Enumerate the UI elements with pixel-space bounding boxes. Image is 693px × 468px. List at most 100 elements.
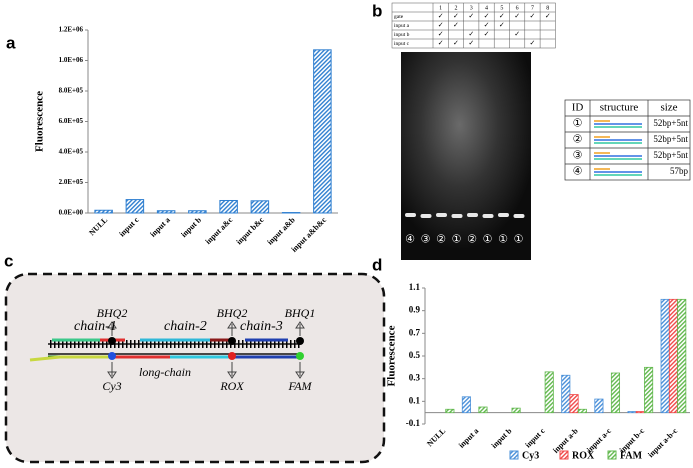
- bar: [677, 298, 687, 414]
- panel-label: a: [6, 33, 16, 52]
- gel-image: [401, 52, 531, 260]
- y-axis-title: Fluorescence: [34, 91, 46, 152]
- table-size: 57bp: [670, 166, 689, 176]
- bar: [188, 210, 207, 214]
- y-tick-label: 6.0E+05: [59, 117, 84, 125]
- check-mark: ✓: [453, 12, 459, 20]
- diagram: chain-1 chain-2 chain-3 BHQ2 BHQ2 BHQ1 C…: [4, 272, 386, 464]
- lane-label: ①: [514, 234, 524, 246]
- gel-band: [467, 213, 478, 217]
- legend-label: FAM: [620, 450, 643, 461]
- gel-band: [436, 213, 447, 217]
- bar: [511, 407, 521, 414]
- panel-label: b: [372, 1, 382, 20]
- row-label: input c: [394, 41, 410, 47]
- check-mark: ✓: [530, 39, 536, 47]
- chain-label: chain-1: [74, 319, 117, 334]
- arrows: [107, 321, 305, 379]
- lane-label: ④: [405, 234, 415, 246]
- table-frame: [391, 2, 556, 49]
- legend-swatch: [607, 450, 617, 460]
- gel-band: [513, 214, 525, 218]
- gel-band: [420, 214, 432, 218]
- table-size: 52bp+5nt: [653, 118, 688, 128]
- y-tick-label: 0.3: [409, 373, 421, 383]
- panel-label: d: [372, 255, 382, 274]
- y-tick-label: 0.5: [409, 350, 421, 360]
- y-tick-label: 0.9: [409, 305, 421, 315]
- x-tick-label: NULL: [425, 426, 447, 448]
- bar: [250, 200, 270, 214]
- column-header: 3: [470, 5, 473, 11]
- y-tick-label: 2.0E+05: [59, 178, 84, 186]
- check-mark: ✓: [484, 12, 490, 20]
- check-mark: ✓: [453, 39, 459, 47]
- lane-label: ①: [483, 234, 493, 246]
- table-header: ID: [572, 102, 584, 114]
- bar: [561, 374, 571, 414]
- bar: [569, 394, 579, 414]
- fluorophore-label: ROX: [219, 379, 244, 393]
- quencher-dot: [108, 337, 116, 345]
- table-id: ④: [573, 166, 583, 178]
- check-mark: ✓: [438, 21, 444, 29]
- row-label: gate: [394, 14, 404, 20]
- bar: [660, 298, 670, 414]
- y-axis-title: Fluorescence: [386, 325, 398, 386]
- gel-band: [498, 213, 509, 217]
- y-tick-label: 1.1: [409, 282, 421, 292]
- y-tick-label: -0.1: [406, 418, 421, 428]
- gel-band: [451, 214, 463, 218]
- table-id: ①: [573, 118, 583, 130]
- check-mark: ✓: [453, 21, 459, 29]
- bar: [610, 372, 621, 414]
- bar: [313, 49, 332, 214]
- table-size: 52bp+5nt: [653, 150, 688, 160]
- quencher-dot: [228, 337, 236, 345]
- column-header: 8: [546, 5, 549, 11]
- bar: [577, 408, 587, 414]
- bar: [94, 209, 113, 214]
- x-tick-label: input a: [457, 426, 481, 450]
- check-mark: ✓: [499, 21, 505, 29]
- bar: [478, 406, 488, 414]
- quencher-dot: [296, 337, 304, 345]
- lane-label: ①: [452, 234, 462, 246]
- check-mark: ✓: [438, 12, 444, 20]
- quencher-label: BHQ2: [97, 306, 128, 320]
- y-tick-label: 4.0E+05: [59, 148, 84, 156]
- table-header: size: [660, 102, 677, 114]
- bar: [544, 371, 554, 414]
- check-mark: ✓: [499, 12, 505, 20]
- x-tick-label: NULL: [87, 215, 109, 237]
- check-mark: ✓: [514, 12, 520, 20]
- lane-label: ②: [436, 234, 446, 246]
- gel-band: [482, 214, 494, 218]
- column-header: 2: [454, 5, 457, 11]
- x-tick-label: input b: [490, 426, 514, 450]
- column-header: 1: [439, 5, 442, 11]
- bar: [219, 199, 238, 214]
- table-id: ③: [573, 150, 583, 162]
- check-mark: ✓: [545, 12, 551, 20]
- bar: [125, 199, 145, 214]
- x-tick-label: input a&c: [204, 215, 235, 246]
- row-label: input a: [394, 23, 410, 29]
- chain-label: chain-3: [240, 319, 283, 334]
- y-tick-label: 0.7: [409, 327, 421, 337]
- y-tick-label: 0.1: [409, 395, 421, 405]
- bar: [445, 408, 455, 414]
- column-header: 7: [531, 5, 534, 11]
- legend-label: ROX: [572, 450, 595, 461]
- bar: [461, 396, 471, 414]
- fluorophore-label: Cy3: [102, 379, 121, 393]
- bar: [627, 411, 637, 414]
- x-tick-label: input c: [523, 426, 547, 450]
- legend-label: Cy3: [522, 450, 539, 461]
- y-tick-label: 0.0E+00: [59, 209, 84, 217]
- bar: [668, 298, 678, 414]
- fluorophore-label: FAM: [287, 379, 312, 393]
- check-mark: ✓: [530, 12, 536, 20]
